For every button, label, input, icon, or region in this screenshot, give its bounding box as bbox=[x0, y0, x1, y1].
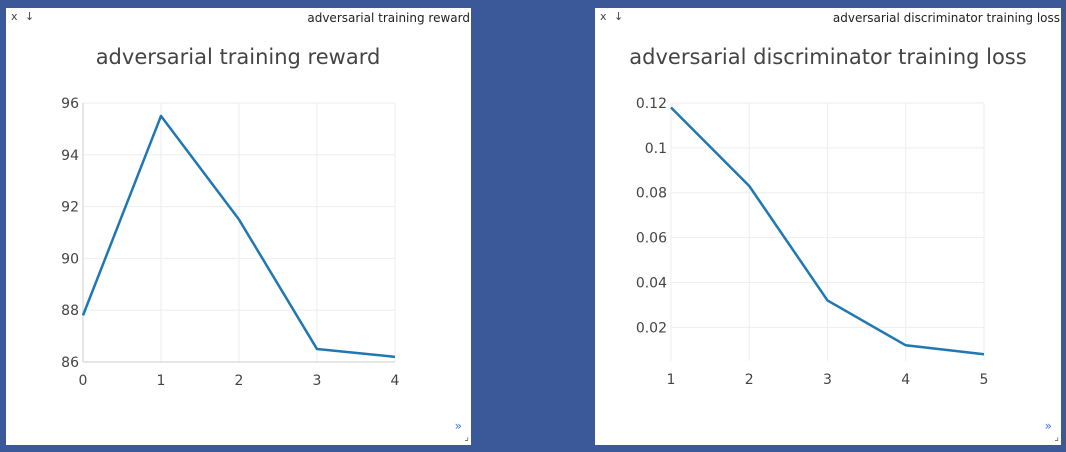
chart-title: adversarial discriminator training loss bbox=[629, 45, 1026, 69]
x-tick-label: 3 bbox=[823, 372, 832, 388]
expand-icon[interactable]: » bbox=[455, 419, 462, 433]
x-tick-label: 5 bbox=[980, 372, 989, 388]
line-chart-reward: adversarial training reward 86 88 90 92 94 96… bbox=[6, 8, 471, 445]
x-tick-label: 2 bbox=[745, 372, 754, 388]
x-tick-label: 3 bbox=[313, 373, 322, 389]
x-tick-label: 2 bbox=[235, 373, 244, 389]
y-tick-label: 0.08 bbox=[636, 186, 667, 202]
y-tick-label: 0.06 bbox=[636, 231, 667, 247]
resize-handle-icon[interactable]: ⌟ bbox=[464, 432, 469, 443]
y-tick-label: 86 bbox=[61, 355, 79, 371]
chart-pane-reward: x ↓ adversarial training reward adversar… bbox=[6, 8, 471, 445]
x-tick-label: 4 bbox=[901, 372, 910, 388]
y-tick-label: 94 bbox=[61, 148, 79, 164]
y-tick-label: 88 bbox=[61, 303, 79, 319]
expand-icon[interactable]: » bbox=[1045, 419, 1052, 433]
x-tick-label: 0 bbox=[79, 373, 88, 389]
chart-pane-loss: x ↓ adversarial discriminator training l… bbox=[595, 8, 1061, 445]
y-tick-label: 0.04 bbox=[636, 275, 667, 291]
y-tick-label: 96 bbox=[61, 96, 79, 112]
y-tick-label: 0.12 bbox=[636, 96, 667, 112]
resize-handle-icon[interactable]: ⌟ bbox=[1054, 432, 1059, 443]
x-tick-label: 1 bbox=[157, 373, 166, 389]
y-tick-label: 0.02 bbox=[636, 320, 667, 336]
y-tick-label: 92 bbox=[61, 200, 79, 216]
chart-title: adversarial training reward bbox=[96, 45, 381, 69]
y-tick-label: 0.1 bbox=[645, 141, 667, 157]
y-tick-label: 90 bbox=[61, 251, 79, 267]
x-tick-label: 1 bbox=[667, 372, 676, 388]
line-chart-loss: adversarial discriminator training loss … bbox=[595, 8, 1061, 445]
x-tick-label: 4 bbox=[391, 373, 400, 389]
